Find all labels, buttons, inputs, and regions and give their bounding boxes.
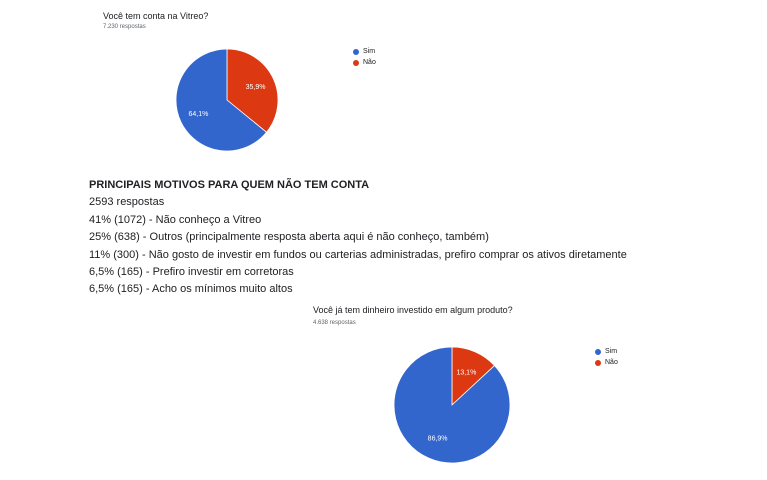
chart-2-subtitle: 4.638 respostas — [313, 320, 356, 326]
legend-nao-label: Não — [363, 59, 376, 66]
legend-item-nao: Não — [595, 357, 618, 368]
legend-nao-label: Não — [605, 359, 618, 366]
legend-sim-swatch — [595, 348, 601, 355]
motivo-item: 6,5% (165) - Prefiro investir em correto… — [89, 266, 294, 279]
motivo-item: 6,5% (165) - Acho os mínimos muito altos — [89, 283, 293, 296]
legend-item-sim: Sim — [353, 46, 376, 57]
chart-1-subtitle: 7.230 respostas — [103, 24, 146, 30]
pie-slice-sim — [175, 48, 268, 152]
pie-slice-sim — [393, 346, 511, 464]
motivo-item: 11% (300) - Não gosto de investir em fun… — [89, 248, 627, 261]
legend-item-sim: Sim — [595, 346, 618, 357]
legend-sim-label: Sim — [363, 48, 376, 55]
chart-2-title: Você já tem dinheiro investido em algum … — [313, 305, 513, 315]
chart-2-legend: Sim Não — [595, 346, 618, 368]
legend-nao-swatch — [595, 359, 601, 366]
motivo-item: 41% (1072) - Não conheço a Vitreo — [89, 213, 262, 226]
legend-nao-swatch — [353, 59, 359, 66]
pie-value-label: 35,9% — [246, 84, 266, 91]
motivos-respostas: 2593 respostas — [89, 196, 165, 209]
chart-1-title: Você tem conta na Vitreo? — [103, 11, 209, 21]
chart-1-legend: Sim Não — [353, 46, 376, 68]
pie-value-label: 86,9% — [428, 435, 448, 442]
pie-value-label: 64,1% — [189, 111, 209, 118]
motivos-heading: PRINCIPAIS MOTIVOS PARA QUEM NÃO TEM CON… — [89, 179, 370, 191]
motivo-item: 25% (638) - Outros (principalmente respo… — [89, 231, 489, 244]
pie-slice-nao — [226, 48, 279, 133]
legend-item-nao: Não — [353, 57, 376, 68]
legend-sim-swatch — [353, 48, 359, 55]
motivos-section: PRINCIPAIS MOTIVOS PARA QUEM NÃO TEM CON… — [89, 177, 729, 299]
pie-value-label: 13,1% — [456, 370, 476, 377]
legend-sim-label: Sim — [605, 348, 618, 355]
